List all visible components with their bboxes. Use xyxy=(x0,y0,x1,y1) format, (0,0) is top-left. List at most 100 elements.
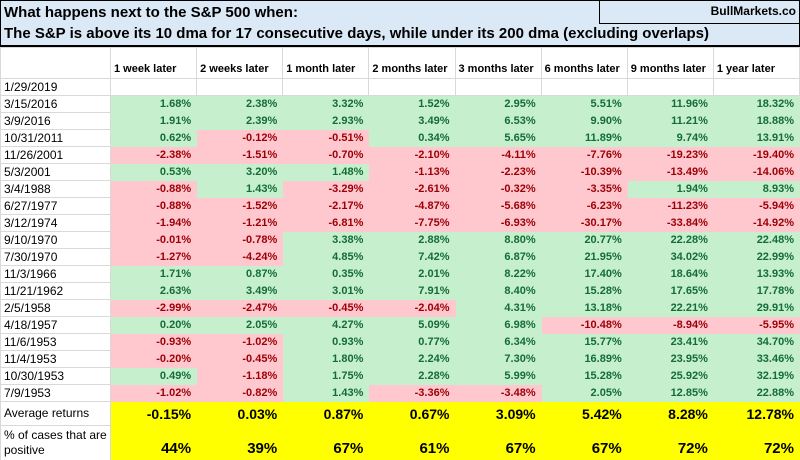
return-cell: -2.17% xyxy=(282,197,370,215)
return-cell: 11.96% xyxy=(626,95,714,113)
return-cell: -1.27% xyxy=(109,248,198,266)
table-row: 11/3/1966 1.71% 0.87% 0.35% 2.01% 8.22% 17.40%… xyxy=(0,265,800,283)
percent-positive-label: % of cases that are positive xyxy=(0,425,111,460)
return-cell: 22.28% xyxy=(626,231,714,249)
return-cell: 0.35% xyxy=(282,265,370,283)
return-cell: 2.95% xyxy=(454,95,542,113)
return-cell: 22.88% xyxy=(712,384,800,402)
return-cell: -1.13% xyxy=(368,163,456,181)
return-cell: 3.49% xyxy=(196,282,284,300)
table-row: 3/9/2016 1.91% 2.39% 2.93% 3.49% 6.53% 9.90% 11… xyxy=(0,112,800,130)
return-cell: -6.81% xyxy=(282,214,370,232)
return-cell: 2.05% xyxy=(196,316,284,334)
table-row: 4/18/1957 0.20% 2.05% 4.27% 5.09% 6.98% -10.48… xyxy=(0,316,800,334)
row-date: 11/4/1953 xyxy=(0,350,111,368)
return-cell: 6.34% xyxy=(454,333,542,351)
percent-positive-cell: 44% xyxy=(109,425,198,460)
percent-positive-cell: 72% xyxy=(712,425,800,460)
return-cell xyxy=(109,78,198,96)
return-cell: 1.43% xyxy=(196,180,284,198)
row-date: 11/26/2001 xyxy=(0,146,111,164)
return-cell: 2.28% xyxy=(368,367,456,385)
return-cell: 0.77% xyxy=(368,333,456,351)
percent-positive-cell: 39% xyxy=(196,425,284,460)
return-cell: -2.04% xyxy=(368,299,456,317)
average-return-cell: 5.42% xyxy=(540,401,628,426)
returns-table: 1 week later 2 weeks later 1 month later 2 … xyxy=(0,47,800,460)
return-cell: 2.38% xyxy=(196,95,284,113)
return-cell: -7.75% xyxy=(368,214,456,232)
return-cell: 2.01% xyxy=(368,265,456,283)
return-cell: 15.28% xyxy=(540,282,628,300)
column-header: 6 months later xyxy=(540,47,628,79)
table-row: 6/27/1977 -0.88% -1.52% -2.17% -4.87% -5.68% -… xyxy=(0,197,800,215)
return-cell xyxy=(282,78,370,96)
table-row: 2/5/1958 -2.99% -2.47% -0.45% -2.04% 4.31% 13.… xyxy=(0,299,800,317)
return-cell: -19.23% xyxy=(626,146,714,164)
return-cell: 18.64% xyxy=(626,265,714,283)
percent-positive-cell: 67% xyxy=(454,425,542,460)
return-cell: 0.87% xyxy=(196,265,284,283)
return-cell: 1.48% xyxy=(282,163,370,181)
return-cell: 22.21% xyxy=(626,299,714,317)
return-cell: 33.46% xyxy=(712,350,800,368)
return-cell: 1.91% xyxy=(109,112,198,130)
title-row: What happens next to the S&P 500 when: B… xyxy=(1,1,799,24)
return-cell: -0.45% xyxy=(196,350,284,368)
return-cell: 6.87% xyxy=(454,248,542,266)
return-cell: -2.47% xyxy=(196,299,284,317)
return-cell: 3.38% xyxy=(282,231,370,249)
return-cell: 9.74% xyxy=(626,129,714,147)
return-cell: 4.85% xyxy=(282,248,370,266)
average-returns-row: Average returns -0.15% 0.03% 0.87% 0.67% 3.09… xyxy=(0,401,800,426)
percent-positive-cell: 67% xyxy=(540,425,628,460)
return-cell: 9.90% xyxy=(540,112,628,130)
column-header: 9 months later xyxy=(626,47,714,79)
return-cell: -4.24% xyxy=(196,248,284,266)
return-cell: 8.80% xyxy=(454,231,542,249)
return-cell: -2.23% xyxy=(454,163,542,181)
return-cell: 8.93% xyxy=(712,180,800,198)
row-date: 7/9/1953 xyxy=(0,384,111,402)
return-cell: 6.53% xyxy=(454,112,542,130)
return-cell: -8.94% xyxy=(626,316,714,334)
column-header: 2 months later xyxy=(368,47,456,79)
return-cell: -19.40% xyxy=(712,146,800,164)
average-return-cell: 0.87% xyxy=(282,401,370,426)
return-cell: -10.48% xyxy=(540,316,628,334)
return-cell: -0.82% xyxy=(196,384,284,402)
average-return-cell: 0.03% xyxy=(196,401,284,426)
table-row: 1/29/2019 xyxy=(0,78,800,96)
return-cell: 1.71% xyxy=(109,265,198,283)
row-date: 11/3/1966 xyxy=(0,265,111,283)
return-cell: 34.70% xyxy=(712,333,800,351)
return-cell xyxy=(712,78,800,96)
return-cell: -5.95% xyxy=(712,316,800,334)
return-cell: 13.91% xyxy=(712,129,800,147)
return-cell: 29.91% xyxy=(712,299,800,317)
row-date: 3/9/2016 xyxy=(0,112,111,130)
return-cell: 1.75% xyxy=(282,367,370,385)
return-cell: -2.99% xyxy=(109,299,198,317)
percent-positive-cell: 61% xyxy=(368,425,456,460)
return-cell: 2.93% xyxy=(282,112,370,130)
return-cell: 18.88% xyxy=(712,112,800,130)
return-cell: -3.29% xyxy=(282,180,370,198)
return-cell: 0.53% xyxy=(109,163,198,181)
page-subtitle: The S&P is above its 10 dma for 17 conse… xyxy=(4,25,709,42)
return-cell: -0.78% xyxy=(196,231,284,249)
row-date: 10/30/1953 xyxy=(0,367,111,385)
row-date: 7/30/1970 xyxy=(0,248,111,266)
return-cell: 0.62% xyxy=(109,129,198,147)
average-return-cell: 3.09% xyxy=(454,401,542,426)
return-cell: 0.34% xyxy=(368,129,456,147)
row-date: 6/27/1977 xyxy=(0,197,111,215)
table-row: 7/9/1953 -1.02% -0.82% 1.43% -3.36% -3.48% 2.0… xyxy=(0,384,800,402)
row-date: 3/15/2016 xyxy=(0,95,111,113)
return-cell: -1.52% xyxy=(196,197,284,215)
return-cell: -4.87% xyxy=(368,197,456,215)
column-header: 1 month later xyxy=(282,47,370,79)
row-date: 3/4/1988 xyxy=(0,180,111,198)
return-cell: -33.84% xyxy=(626,214,714,232)
return-cell: -0.45% xyxy=(282,299,370,317)
